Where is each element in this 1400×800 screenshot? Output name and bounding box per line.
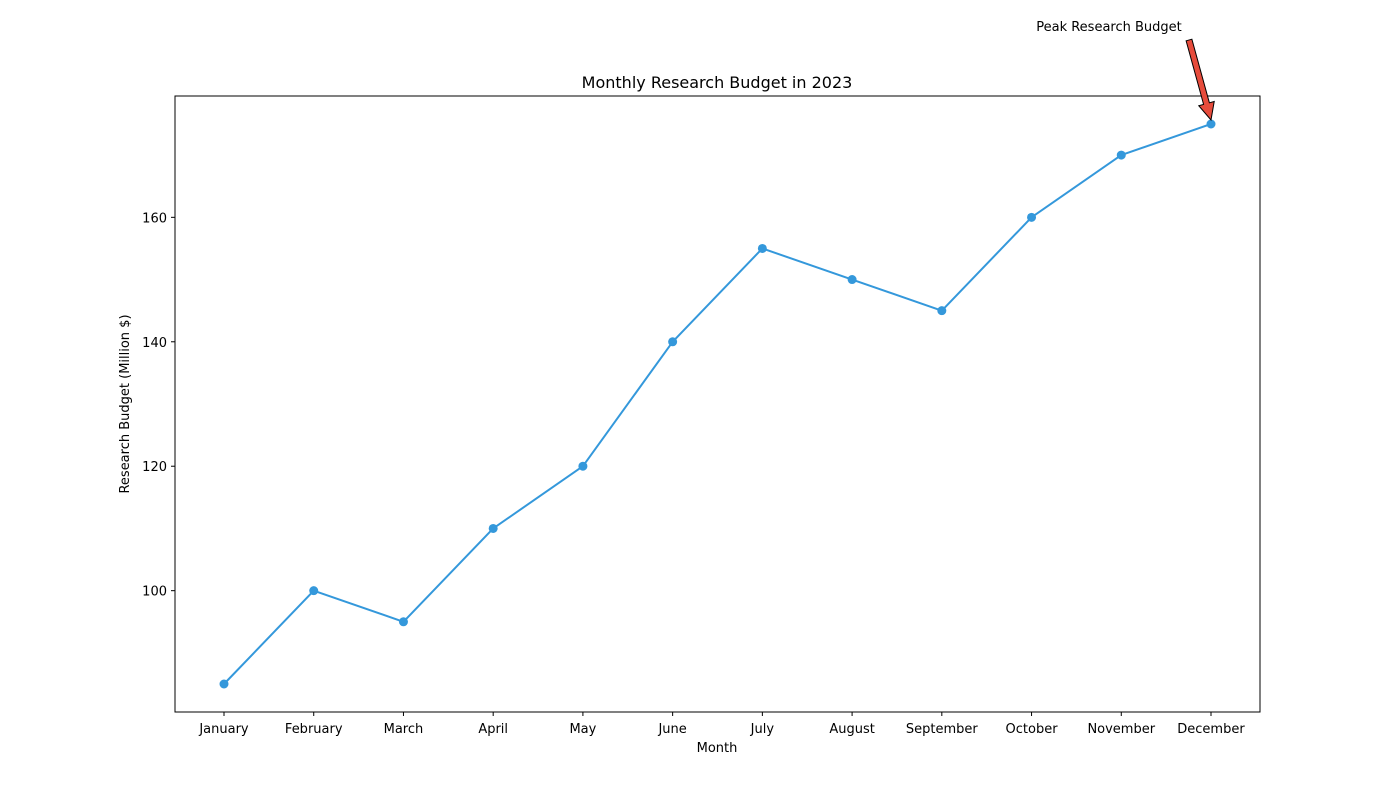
- data-point: [1116, 150, 1126, 160]
- data-point: [578, 461, 588, 471]
- chart-title: Monthly Research Budget in 2023: [582, 73, 853, 92]
- annotation-layer: Peak Research Budget: [1036, 20, 1215, 122]
- x-tick-label: November: [1087, 722, 1155, 737]
- x-tick-label: July: [750, 722, 775, 737]
- x-tick-label: May: [569, 722, 596, 737]
- data-point: [847, 275, 857, 285]
- annotation-text: Peak Research Budget: [1036, 20, 1182, 35]
- annotation-arrow: [1185, 38, 1215, 122]
- data-point: [488, 523, 498, 533]
- y-axis-label: Research Budget (Million $): [118, 314, 133, 493]
- y-axis: 100 120 140 160: [142, 211, 175, 600]
- x-tick-label: December: [1177, 722, 1245, 737]
- y-tick-label: 120: [142, 460, 167, 475]
- data-point: [309, 586, 319, 596]
- y-tick-label: 140: [142, 336, 167, 351]
- y-tick-label: 160: [142, 211, 167, 226]
- x-tick-label: June: [657, 722, 686, 737]
- x-tick-label: April: [478, 722, 508, 737]
- y-tick-label: 100: [142, 585, 167, 600]
- x-tick-label: February: [285, 722, 343, 737]
- plot-area: [174, 95, 1261, 713]
- x-tick-label: August: [829, 722, 875, 737]
- x-tick-label: March: [384, 722, 424, 737]
- series-layer: [219, 119, 1216, 689]
- x-axis-label: Month: [697, 741, 738, 756]
- data-point: [757, 243, 767, 253]
- data-point: [937, 306, 947, 316]
- x-tick-label: October: [1006, 722, 1059, 737]
- data-point: [1206, 119, 1216, 129]
- series-line: [223, 123, 1212, 685]
- x-tick-label: September: [906, 722, 979, 737]
- data-point: [1027, 212, 1037, 222]
- data-point: [398, 617, 408, 627]
- data-point: [219, 679, 229, 689]
- data-point: [668, 337, 678, 347]
- x-tick-label: January: [198, 722, 249, 737]
- x-axis: January February March April May June July Augu…: [198, 712, 1245, 737]
